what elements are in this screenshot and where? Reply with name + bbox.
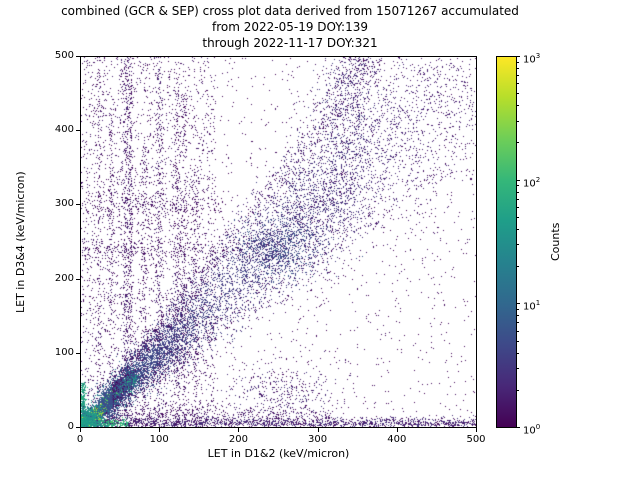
x-tick-label: 200 — [228, 434, 248, 445]
y-tick-mark — [76, 56, 80, 57]
colorbar-label: Counts — [549, 222, 562, 262]
colorbar-minor-tick-mark — [517, 93, 519, 95]
colorbar-minor-tick-mark — [517, 142, 519, 144]
x-tick-mark — [476, 428, 477, 432]
x-tick-label: 0 — [76, 434, 84, 445]
plot-area — [80, 56, 477, 428]
y-tick-label: 400 — [54, 124, 74, 136]
chart-title-line1: combined (GCR & SEP) cross plot data der… — [61, 4, 519, 18]
colorbar-minor-tick-mark — [517, 367, 519, 369]
chart-title-line2: from 2022-05-19 DOY:139 — [211, 20, 368, 34]
colorbar-minor-tick-mark — [517, 83, 519, 85]
x-tick-label: 500 — [466, 434, 486, 445]
colorbar-minor-tick-mark — [517, 191, 519, 193]
colorbar-minor-tick-mark — [517, 61, 519, 63]
colorbar-tick-mark — [517, 303, 520, 305]
colorbar-minor-tick-mark — [517, 207, 519, 209]
colorbar-minor-tick-mark — [517, 244, 519, 246]
colorbar-minor-tick-mark — [517, 315, 519, 317]
x-tick-mark — [396, 428, 398, 432]
colorbar-tick-mark — [517, 179, 520, 181]
colorbar-minor-tick-mark — [517, 352, 519, 354]
colorbar-minor-tick-mark — [517, 322, 519, 324]
y-tick-mark — [76, 130, 80, 132]
colorbar-minor-tick-mark — [517, 216, 519, 218]
x-tick-label: 100 — [149, 434, 169, 445]
colorbar-tick-label: 102 — [523, 175, 541, 189]
colorbar-minor-tick-mark — [517, 105, 519, 107]
y-tick-mark — [76, 427, 80, 428]
colorbar-gradient — [496, 56, 517, 428]
y-tick-mark — [76, 204, 80, 206]
y-tick-mark — [76, 278, 80, 280]
x-tick-label: 400 — [387, 434, 407, 445]
colorbar-minor-tick-mark — [517, 75, 519, 77]
x-axis-label: LET in D1&2 (keV/micron) — [207, 447, 350, 460]
colorbar-minor-tick-mark — [517, 67, 519, 69]
colorbar-minor-tick-mark — [517, 389, 519, 391]
y-tick-label: 300 — [54, 198, 74, 210]
x-tick-mark — [238, 428, 240, 432]
colorbar-tick-label: 100 — [523, 423, 541, 437]
y-tick-label: 100 — [54, 346, 74, 358]
colorbar-tick-label: 103 — [523, 52, 541, 66]
x-tick-mark — [80, 428, 81, 432]
chart-title-line3: through 2022-11-17 DOY:321 — [202, 36, 378, 50]
colorbar-tick-mark — [517, 427, 520, 428]
x-tick-label: 300 — [308, 434, 328, 445]
colorbar-minor-tick-mark — [517, 185, 519, 187]
colorbar-minor-tick-mark — [517, 308, 519, 310]
colorbar-tick-mark — [517, 56, 520, 57]
colorbar-minor-tick-mark — [517, 120, 519, 122]
colorbar-minor-tick-mark — [517, 266, 519, 268]
colorbar-tick-label: 101 — [523, 299, 541, 313]
y-axis-label: LET in D3&4 (keV/micron) — [14, 171, 27, 313]
colorbar-minor-tick-mark — [517, 340, 519, 342]
colorbar-minor-tick-mark — [517, 198, 519, 200]
y-tick-label: 0 — [67, 421, 74, 432]
scatter-density-canvas — [81, 57, 476, 427]
x-tick-mark — [317, 428, 319, 432]
colorbar-minor-tick-mark — [517, 330, 519, 332]
colorbar-minor-tick-mark — [517, 228, 519, 230]
chart-title: combined (GCR & SEP) cross plot data der… — [0, 3, 580, 51]
x-tick-mark — [159, 428, 161, 432]
y-tick-mark — [76, 352, 80, 354]
y-tick-label: 500 — [54, 50, 74, 61]
y-tick-label: 200 — [54, 272, 74, 284]
